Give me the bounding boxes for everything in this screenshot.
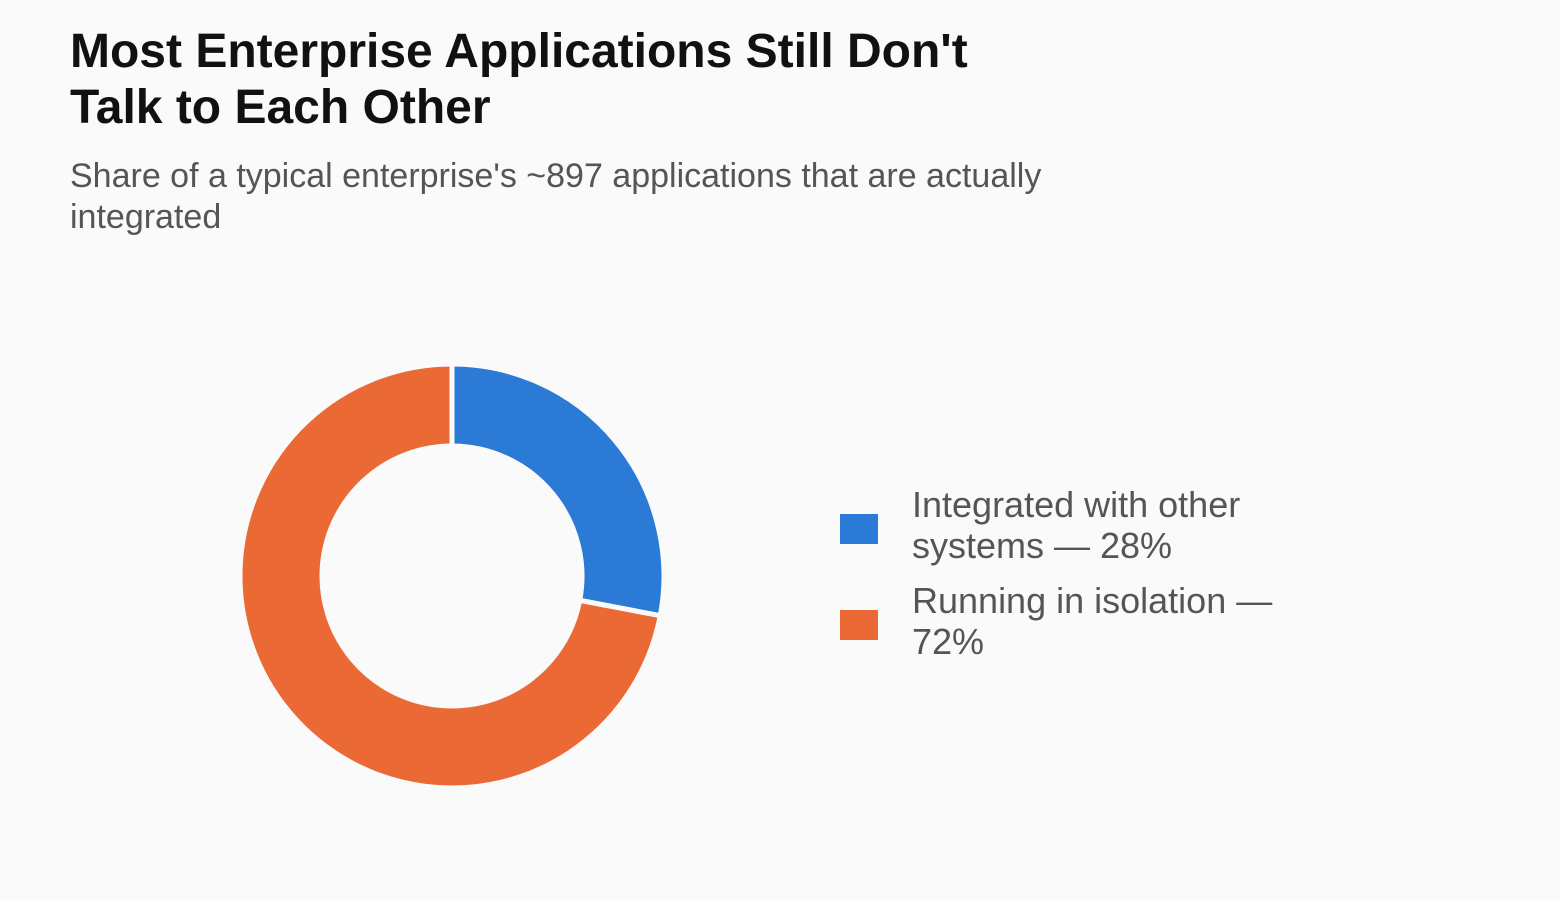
chart-title: Most Enterprise Applications Still Don't… [70,25,968,134]
chart-legend: Integrated with other systems — 28% Runn… [840,484,1320,676]
legend-label-isolation: Running in isolation — 72% [912,580,1273,662]
legend-swatch-isolation [840,610,878,640]
legend-label-integrated: Integrated with other systems — 28% [912,484,1241,566]
legend-item-integrated: Integrated with other systems — 28% [840,484,1320,566]
chart-subtitle: Share of a typical enterprise's ~897 app… [70,157,1042,236]
donut-slice-isolation [237,361,664,791]
legend-item-isolation: Running in isolation — 72% [840,580,1320,662]
donut-slice-integrated [449,361,667,619]
legend-swatch-integrated [840,514,878,544]
